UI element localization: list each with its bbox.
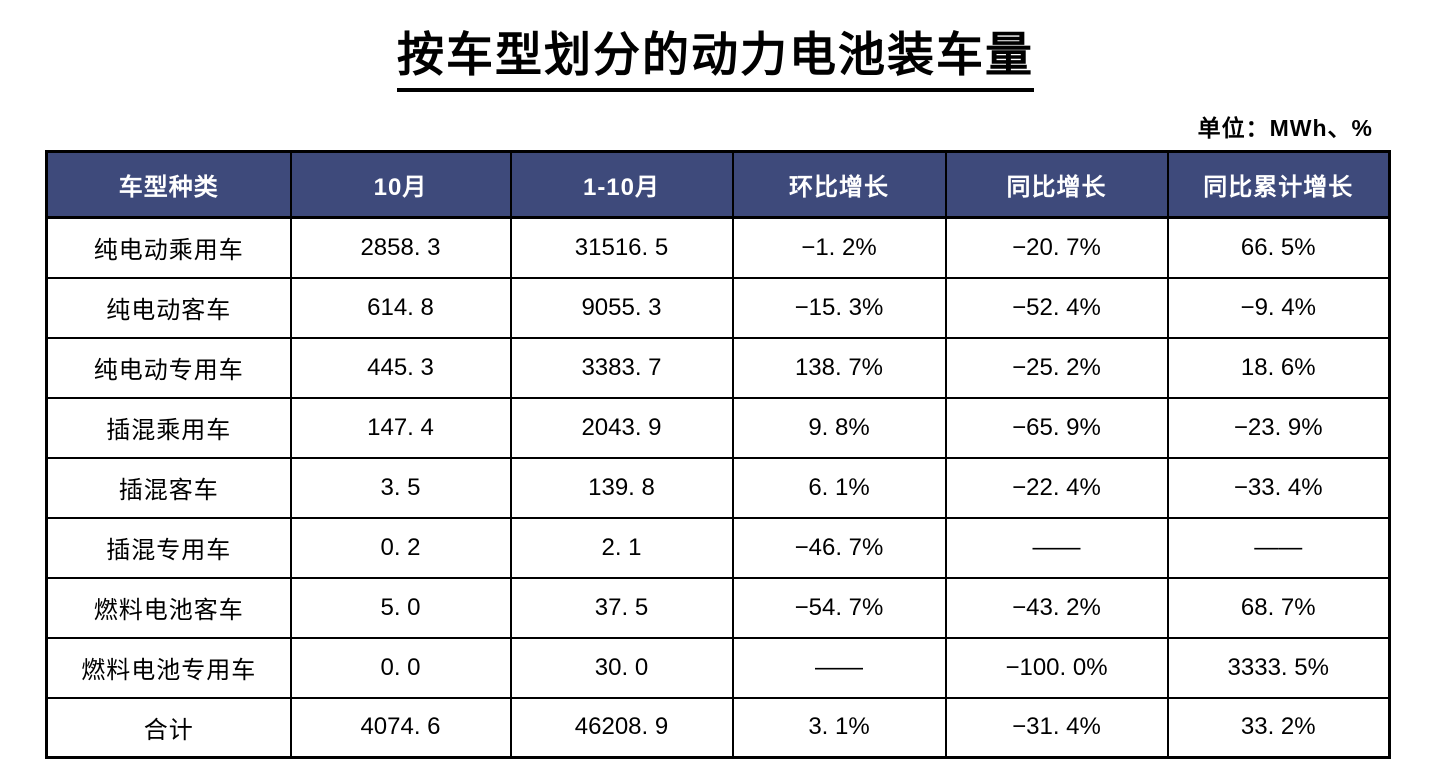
cell-october: 614. 8 <box>289 276 512 339</box>
cell-yoy-growth: −20. 7% <box>944 216 1169 279</box>
cell-jan-oct: 30. 0 <box>509 636 734 699</box>
cell-mom-growth: −46. 7% <box>731 516 947 579</box>
cell-cumulative-yoy-growth: —— <box>1166 516 1391 579</box>
cell-category: 燃料电池专用车 <box>45 636 292 699</box>
cell-jan-oct: 2043. 9 <box>509 396 734 459</box>
cell-jan-oct: 139. 8 <box>509 456 734 519</box>
cell-category: 纯电动乘用车 <box>45 216 292 279</box>
table-row: 插混客车 3. 5 139. 8 6. 1% −22. 4% −33. 4% <box>45 456 1391 519</box>
page-title-text: 按车型划分的动力电池装车量 <box>397 16 1034 92</box>
col-header-cumulative-yoy-growth: 同比累计增长 <box>1166 150 1391 219</box>
cell-jan-oct: 46208. 9 <box>509 696 734 759</box>
cell-yoy-growth: −65. 9% <box>944 396 1169 459</box>
cell-cumulative-yoy-growth: −23. 9% <box>1166 396 1391 459</box>
cell-category: 插混乘用车 <box>45 396 292 459</box>
table-row: 燃料电池客车 5. 0 37. 5 −54. 7% −43. 2% 68. 7% <box>45 576 1391 639</box>
cell-yoy-growth: −25. 2% <box>944 336 1169 399</box>
cell-mom-growth: −15. 3% <box>731 276 947 339</box>
cell-october: 2858. 3 <box>289 216 512 279</box>
table-row: 插混专用车 0. 2 2. 1 −46. 7% —— —— <box>45 516 1391 579</box>
table-row: 纯电动专用车 445. 3 3383. 7 138. 7% −25. 2% 18… <box>45 336 1391 399</box>
cell-cumulative-yoy-growth: 18. 6% <box>1166 336 1391 399</box>
cell-yoy-growth: −100. 0% <box>944 636 1169 699</box>
cell-mom-growth: −1. 2% <box>731 216 947 279</box>
cell-category: 燃料电池客车 <box>45 576 292 639</box>
cell-yoy-growth: —— <box>944 516 1169 579</box>
cell-cumulative-yoy-growth: 33. 2% <box>1166 696 1391 759</box>
cell-category: 插混专用车 <box>45 516 292 579</box>
table-row: 纯电动乘用车 2858. 3 31516. 5 −1. 2% −20. 7% 6… <box>45 216 1391 279</box>
cell-yoy-growth: −43. 2% <box>944 576 1169 639</box>
col-header-vehicle-type: 车型种类 <box>45 150 292 219</box>
col-header-jan-oct: 1-10月 <box>509 150 734 219</box>
cell-october: 445. 3 <box>289 336 512 399</box>
col-header-yoy-growth: 同比增长 <box>944 150 1169 219</box>
cell-category: 插混客车 <box>45 456 292 519</box>
cell-category: 纯电动专用车 <box>45 336 292 399</box>
unit-label: 单位：MWh、% <box>1197 115 1373 141</box>
cell-jan-oct: 31516. 5 <box>509 216 734 279</box>
cell-october: 3. 5 <box>289 456 512 519</box>
table-row: 燃料电池专用车 0. 0 30. 0 —— −100. 0% 3333. 5% <box>45 636 1391 699</box>
cell-jan-oct: 9055. 3 <box>509 276 734 339</box>
cell-jan-oct: 37. 5 <box>509 576 734 639</box>
cell-october: 0. 2 <box>289 516 512 579</box>
cell-cumulative-yoy-growth: 66. 5% <box>1166 216 1391 279</box>
cell-mom-growth: 3. 1% <box>731 696 947 759</box>
cell-mom-growth: 138. 7% <box>731 336 947 399</box>
table-header-row: 车型种类 10月 1-10月 环比增长 同比增长 同比累计增长 <box>45 150 1391 219</box>
cell-yoy-growth: −22. 4% <box>944 456 1169 519</box>
cell-october: 4074. 6 <box>289 696 512 759</box>
cell-october: 147. 4 <box>289 396 512 459</box>
cell-mom-growth: −54. 7% <box>731 576 947 639</box>
cell-jan-oct: 2. 1 <box>509 516 734 579</box>
col-header-mom-growth: 环比增长 <box>731 150 947 219</box>
cell-cumulative-yoy-growth: −9. 4% <box>1166 276 1391 339</box>
cell-cumulative-yoy-growth: −33. 4% <box>1166 456 1391 519</box>
cell-yoy-growth: −52. 4% <box>944 276 1169 339</box>
table-row: 纯电动客车 614. 8 9055. 3 −15. 3% −52. 4% −9.… <box>45 276 1391 339</box>
battery-install-table: 车型种类 10月 1-10月 环比增长 同比增长 同比累计增长 纯电动乘用车 2… <box>45 150 1391 759</box>
col-header-october: 10月 <box>289 150 512 219</box>
cell-october: 0. 0 <box>289 636 512 699</box>
cell-jan-oct: 3383. 7 <box>509 336 734 399</box>
cell-category: 合计 <box>45 696 292 759</box>
table-row: 插混乘用车 147. 4 2043. 9 9. 8% −65. 9% −23. … <box>45 396 1391 459</box>
cell-cumulative-yoy-growth: 68. 7% <box>1166 576 1391 639</box>
cell-cumulative-yoy-growth: 3333. 5% <box>1166 636 1391 699</box>
cell-october: 5. 0 <box>289 576 512 639</box>
cell-yoy-growth: −31. 4% <box>944 696 1169 759</box>
table-row-total: 合计 4074. 6 46208. 9 3. 1% −31. 4% 33. 2% <box>45 696 1391 759</box>
page-title: 按车型划分的动力电池装车量 <box>0 16 1431 92</box>
cell-mom-growth: 9. 8% <box>731 396 947 459</box>
cell-category: 纯电动客车 <box>45 276 292 339</box>
cell-mom-growth: —— <box>731 636 947 699</box>
cell-mom-growth: 6. 1% <box>731 456 947 519</box>
